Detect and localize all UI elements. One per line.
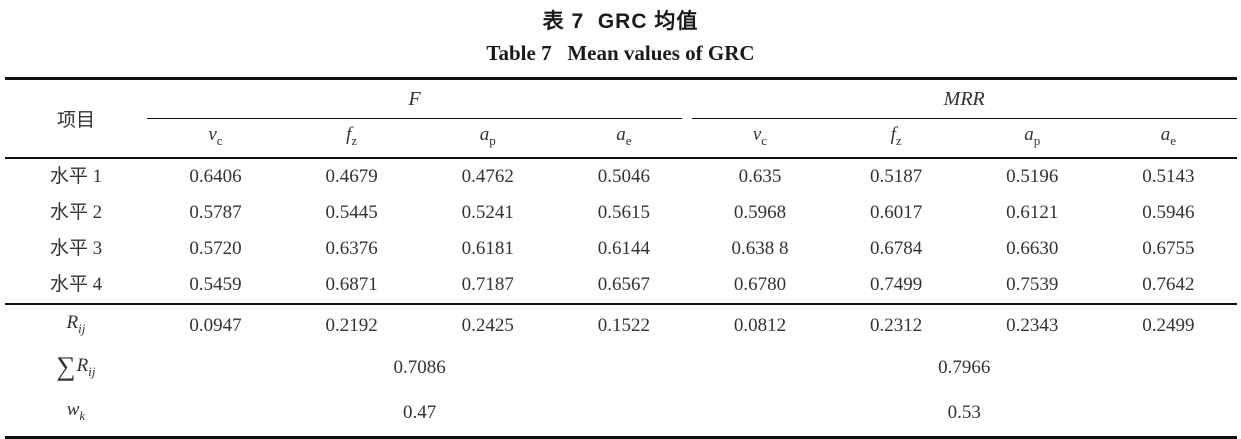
cell-value: 0.6017 [869, 201, 923, 223]
cell-value: 0.6144 [597, 237, 650, 259]
cell-value: 0.2425 [419, 302, 556, 347]
cell-value: 0.5615 [597, 201, 650, 223]
table-row-span: ∑Rij 0.7086 0.7966 [5, 347, 1237, 392]
col-header-F-vc: vc [147, 119, 284, 159]
cell-value: 0.7642 [1142, 273, 1195, 295]
row-label: 水平 1 [49, 165, 103, 187]
col-header-MRR-fz: fz [828, 119, 965, 159]
cell-span-F: 0.7086 [393, 357, 446, 379]
col-header-MRR-ap: ap [964, 119, 1101, 159]
cell-value: 0.5046 [597, 165, 650, 187]
cell-value: 0.2192 [283, 302, 420, 347]
col-header-MRR-vc: vc [691, 119, 829, 159]
col-header-MRR-ae: ae [1100, 119, 1237, 159]
cell-value: 0.5187 [869, 165, 923, 187]
table-row-level-4: 水平 4 0.5459 0.6871 0.7187 0.6567 0.6780 0.7499… [5, 267, 1237, 304]
cell-value: 0.2343 [964, 302, 1101, 347]
cell-span-MRR: 0.7966 [938, 357, 991, 379]
cell-value: 0.0947 [147, 302, 284, 347]
cell-value: 0.5968 [733, 201, 787, 223]
row-label: 水平 4 [49, 273, 103, 295]
cell-value: 0.6755 [1142, 237, 1195, 259]
cell-value: 0.6376 [325, 237, 378, 259]
cell-value: 0.6121 [1006, 201, 1059, 223]
col-header-F-fz: fz [283, 119, 420, 159]
header-item-column: 项目 [4, 78, 148, 159]
cell-value: 0.5143 [1142, 165, 1195, 187]
cell-value: 0.6181 [461, 237, 514, 259]
cell-value: 0.2312 [828, 302, 965, 347]
table-row-level-1: 水平 1 0.6406 0.4679 0.4762 0.5046 0.635 0.5187 0… [5, 158, 1237, 195]
sigma-symbol: ∑ [56, 350, 76, 381]
table-caption-zh: 表 7 GRC 均值 [542, 10, 699, 33]
cell-value: 0.5459 [189, 273, 242, 295]
cell-value: 0.7499 [869, 273, 923, 295]
table-row-level-2: 水平 2 0.5787 0.5445 0.5241 0.5615 0.5968 0.6017… [5, 195, 1237, 231]
header-group-F: F [147, 79, 692, 119]
cell-value: 0.2499 [1100, 302, 1237, 347]
col-header-F-ae: ae [555, 119, 692, 159]
cell-value: 0.7187 [461, 273, 514, 295]
row-label: Rij [4, 302, 148, 347]
cell-value: 0.5445 [325, 201, 378, 223]
cell-value: 0.1522 [555, 302, 692, 347]
cell-value: 0.5720 [189, 237, 242, 259]
cell-value: 0.6780 [733, 273, 787, 295]
group-header-row: 项目 F MRR [4, 78, 1237, 159]
row-label: 水平 2 [49, 201, 103, 223]
table-row-rij: Rij 0.0947 0.2192 0.2425 0.1522 0.0812 0.2312 0… [4, 302, 1237, 347]
cell-value: 0.6871 [325, 273, 378, 295]
cell-value: 0.6630 [1006, 237, 1059, 259]
cell-value: 0.6784 [869, 237, 923, 259]
cell-value: 0.0812 [691, 302, 829, 347]
cell-value: 0.638 8 [731, 237, 789, 259]
cell-value: 0.6567 [597, 273, 650, 295]
cell-value: 0.635 [738, 165, 782, 187]
sub-header-row: vc fz ap ae vc fz ap ae [5, 119, 1237, 159]
cell-value: 0.5241 [461, 201, 514, 223]
col-header-F-ap: ap [419, 119, 556, 159]
cell-value: 0.6406 [189, 165, 242, 187]
cell-value: 0.5787 [189, 201, 242, 223]
cell-value: 0.5946 [1142, 201, 1195, 223]
row-label: 水平 3 [49, 237, 103, 259]
table-header: 项目 F MRR vc fz ap ae vc fz ap ae [4, 78, 1237, 159]
table-body: 水平 1 0.6406 0.4679 0.4762 0.5046 0.635 0.5187 0… [4, 158, 1237, 438]
cell-value: 0.7539 [1006, 273, 1059, 295]
cell-span-F: 0.47 [403, 402, 437, 424]
table-row-level-3: 水平 3 0.5720 0.6376 0.6181 0.6144 0.638 8 0.678… [5, 231, 1237, 267]
grc-mean-values-table: 项目 F MRR vc fz ap ae vc fz ap ae 水平 1 0.6406 0.46… [4, 77, 1237, 439]
group-label-MRR: MRR [691, 80, 1237, 119]
cell-span-MRR: 0.53 [947, 402, 981, 424]
header-group-MRR: MRR [691, 79, 1237, 119]
cell-value: 0.4679 [325, 165, 378, 187]
group-label-F: F [147, 80, 682, 119]
table-row-span: wk 0.47 0.53 [5, 391, 1237, 437]
cell-value: 0.5196 [1006, 165, 1059, 187]
row-label: wk [66, 399, 86, 424]
cell-value: 0.4762 [461, 165, 514, 187]
row-label: ∑Rij [56, 350, 96, 381]
table-caption-en: Table 7 Mean values of GRC [486, 41, 755, 65]
